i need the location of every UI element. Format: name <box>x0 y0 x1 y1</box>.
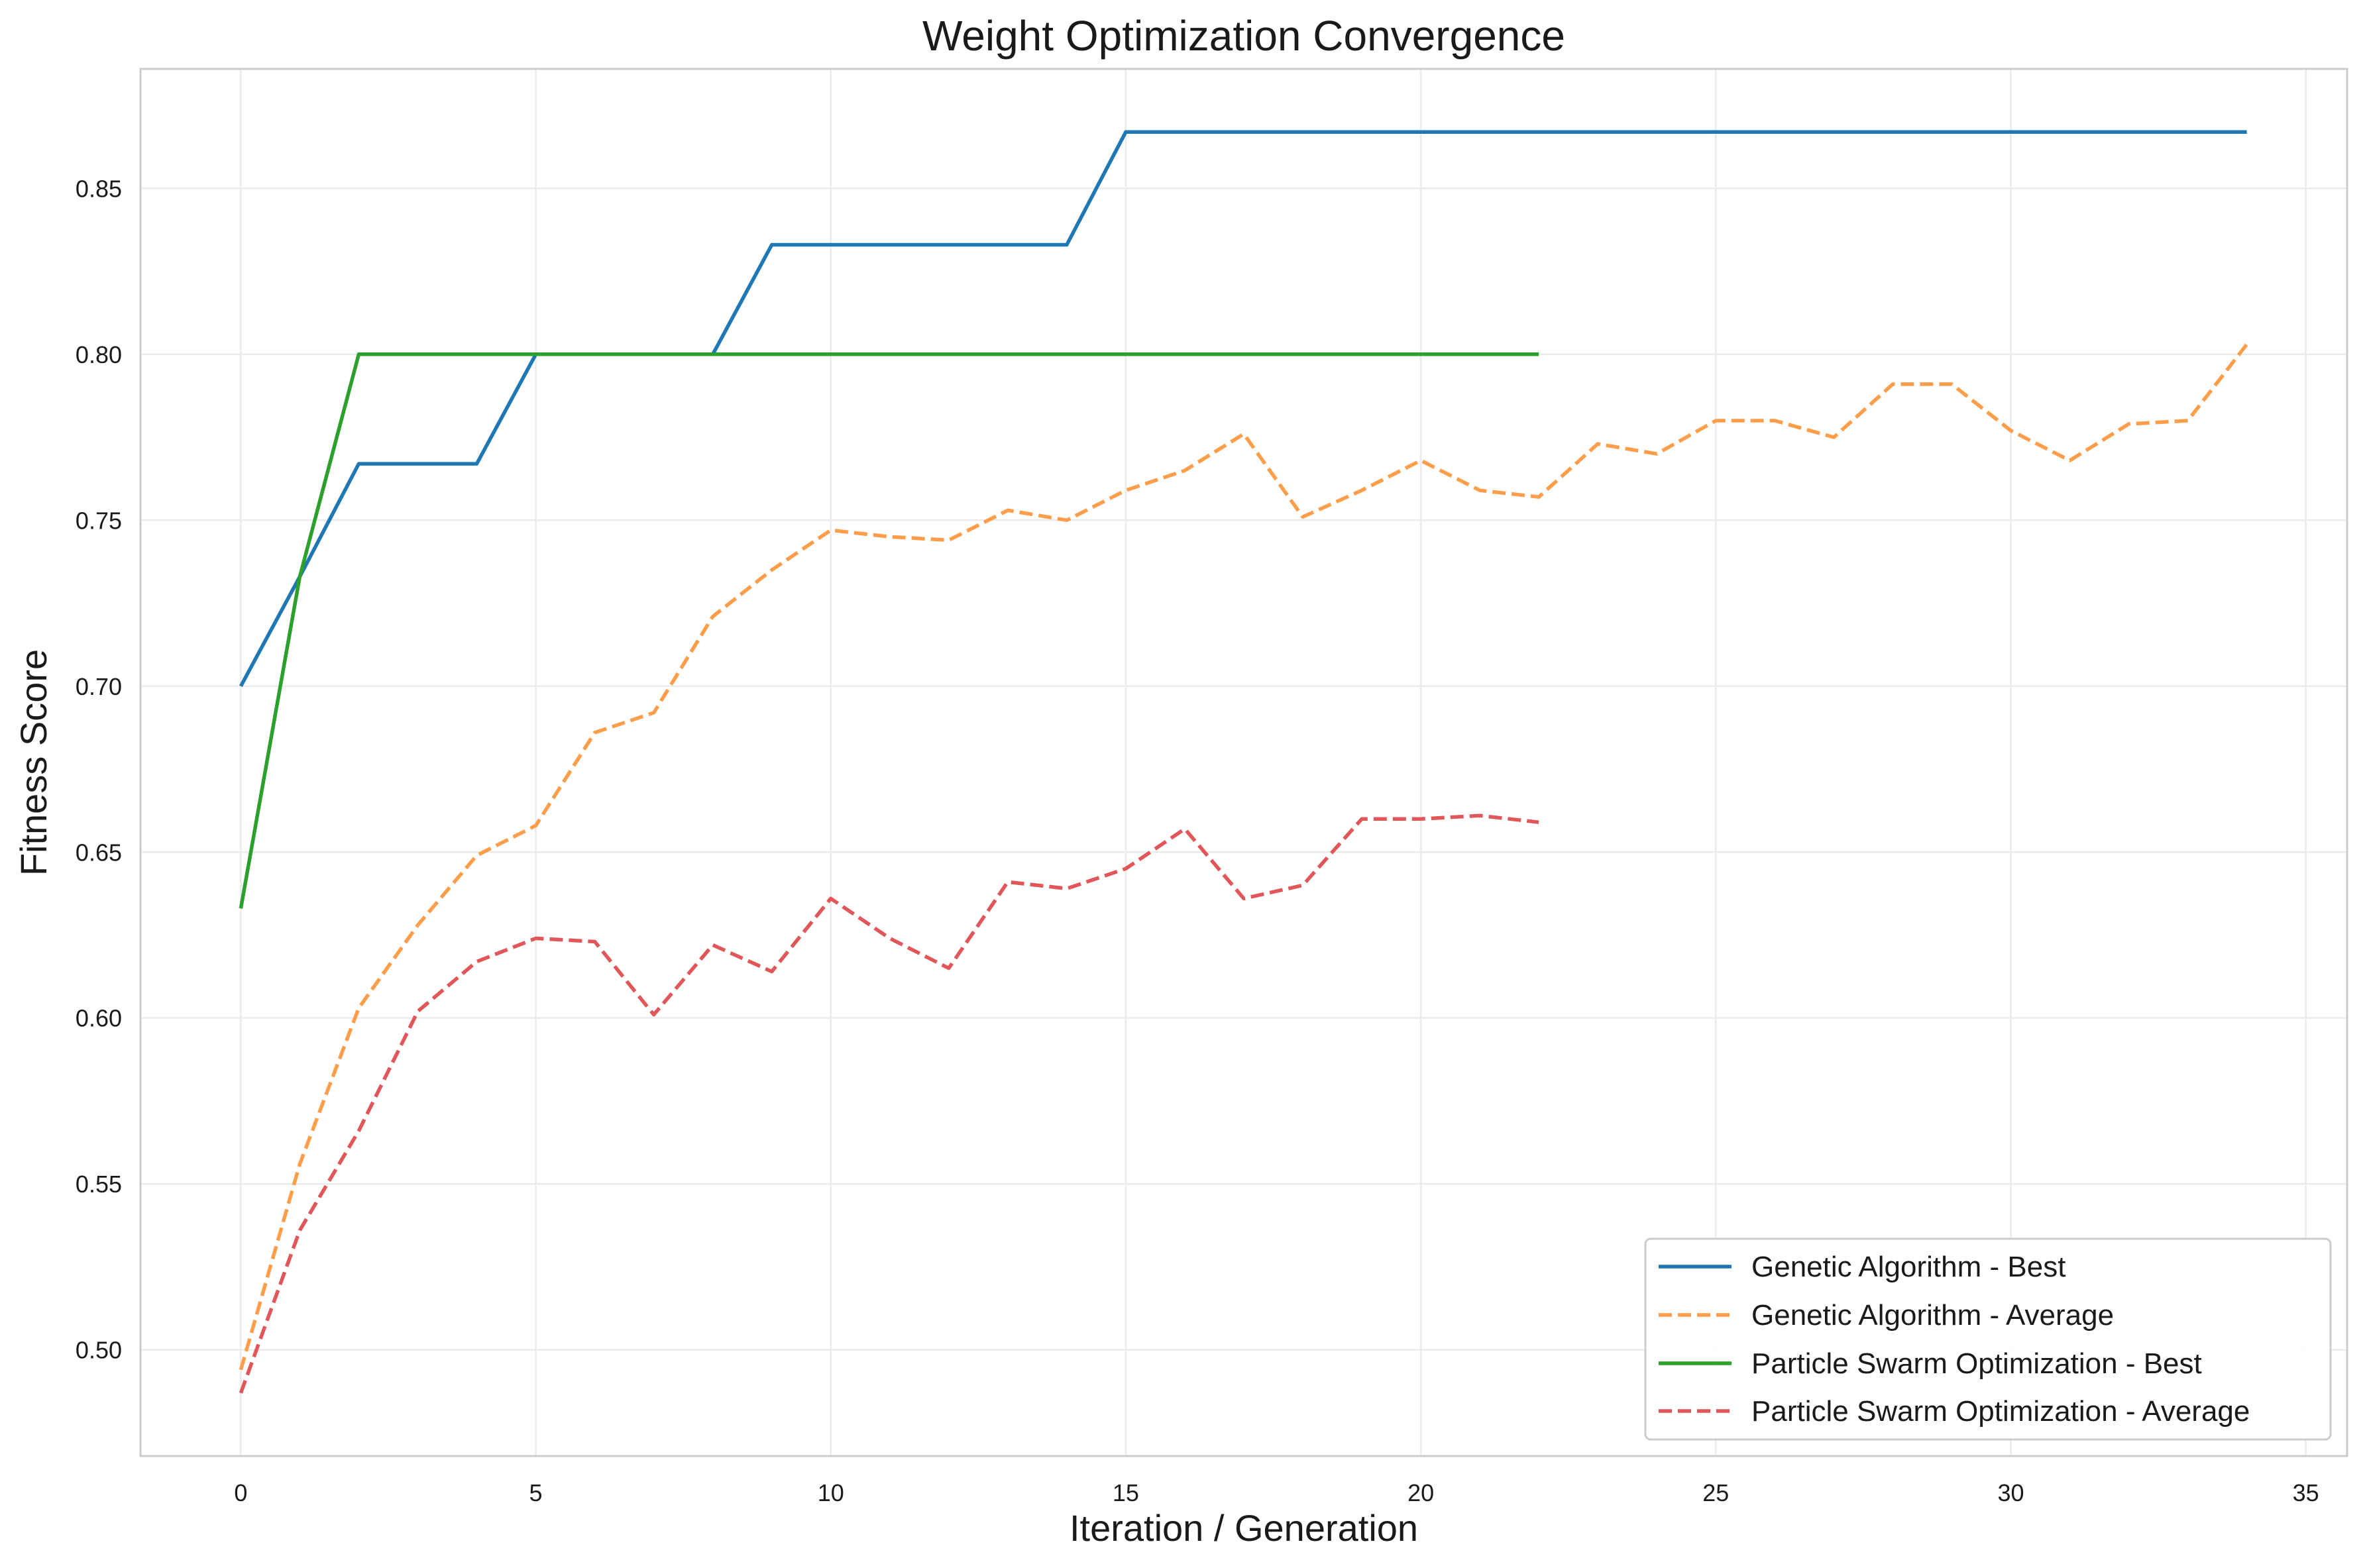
legend-label: Genetic Algorithm - Best <box>1751 1251 2065 1283</box>
legend-box <box>1644 1237 2332 1441</box>
series-3 <box>239 352 1539 909</box>
x-tick-label: 35 <box>2293 1479 2319 1506</box>
y-axis-label: Fitness Score <box>13 649 54 876</box>
x-tick-label: 20 <box>1407 1479 1434 1506</box>
y-tick-label: 0.50 <box>76 1337 122 1364</box>
series-line <box>239 343 2248 1371</box>
y-tick-label: 0.75 <box>76 507 122 534</box>
y-tick-label: 0.65 <box>76 839 122 866</box>
series-line <box>239 813 1539 1394</box>
series-4 <box>239 813 1539 1394</box>
x-tick-label: 15 <box>1113 1479 1139 1506</box>
y-tick-label: 0.70 <box>76 673 122 700</box>
x-tick-label: 0 <box>234 1479 247 1506</box>
tick-labels: 0 5 10 15 20 25 30 35 0.50 0.55 0.60 0.65 0.70 0.75 0.… <box>76 175 2319 1506</box>
x-tick-label: 5 <box>529 1479 543 1506</box>
series-lines <box>239 130 2248 1394</box>
legend-label: Genetic Algorithm - Average <box>1751 1299 2114 1332</box>
legend-label: Particle Swarm Optimization - Average <box>1751 1395 2250 1428</box>
x-tick-label: 30 <box>1997 1479 2024 1506</box>
y-tick-label: 0.80 <box>76 341 122 368</box>
y-tick-label: 0.85 <box>76 175 122 202</box>
y-tick-label: 0.60 <box>76 1005 122 1032</box>
legend: Genetic Algorithm - Best Genetic Algorith… <box>1644 1237 2332 1441</box>
x-axis-label: Iteration / Generation <box>1070 1507 1418 1549</box>
legend-item: Particle Swarm Optimization - Best <box>1659 1347 2202 1380</box>
series-line <box>239 352 1539 909</box>
y-tick-label: 0.55 <box>76 1171 122 1198</box>
legend-label: Particle Swarm Optimization - Best <box>1751 1347 2202 1380</box>
x-tick-label: 10 <box>818 1479 844 1506</box>
x-tick-label: 25 <box>1702 1479 1729 1506</box>
chart-title: Weight Optimization Convergence <box>922 12 1565 60</box>
plot-frame <box>139 68 2348 1457</box>
series-2 <box>239 343 2248 1371</box>
legend-item: Particle Swarm Optimization - Average <box>1659 1395 2250 1428</box>
legend-item: Genetic Algorithm - Average <box>1659 1299 2114 1332</box>
legend-item: Genetic Algorithm - Best <box>1659 1251 2065 1283</box>
